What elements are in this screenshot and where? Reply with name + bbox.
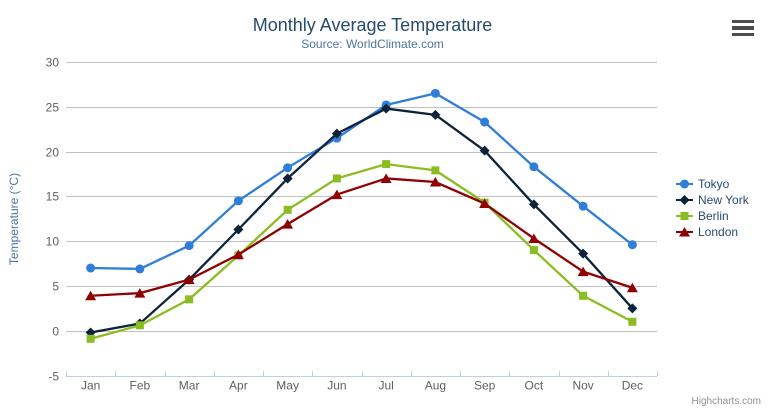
series-london-point[interactable] (331, 189, 343, 200)
legend-marker-new-york[interactable] (679, 195, 690, 205)
x-axis-tick-label: Mar (179, 379, 200, 393)
series-london-point[interactable] (232, 249, 244, 260)
credits-link[interactable]: Highcharts.com (691, 396, 761, 407)
y-axis-tick-label: 0 (52, 325, 59, 339)
series-london (85, 173, 638, 301)
legend-marker-berlin[interactable] (680, 212, 689, 220)
y-axis-tick-label: 25 (46, 101, 60, 115)
series-new-york-point[interactable] (627, 303, 638, 314)
x-axis-tick-label: Jun (327, 379, 346, 393)
series-london-line (89, 177, 634, 297)
legend-item-label: Berlin (698, 209, 729, 223)
legend-item-label: Tokyo (698, 177, 730, 191)
series-new-york-point[interactable] (578, 248, 589, 259)
series-tokyo-line (89, 92, 634, 271)
y-axis-tick-label: 20 (46, 146, 60, 160)
series-berlin-point[interactable] (579, 291, 588, 300)
chart-subtitle: Source: WorldClimate.com (301, 37, 444, 51)
series-berlin-point[interactable] (628, 317, 637, 326)
series-london-point[interactable] (85, 290, 97, 301)
legend-item-tokyo[interactable]: Tokyo (676, 176, 749, 192)
series-new-york-point[interactable] (331, 128, 342, 139)
series-berlin-line (89, 162, 634, 340)
y-axis-tick-label: 5 (52, 280, 59, 294)
series-new-york-point[interactable] (282, 173, 293, 184)
series-tokyo-point[interactable] (233, 196, 243, 206)
x-axis-tick-label: Oct (525, 379, 544, 393)
series-berlin-point[interactable] (332, 174, 341, 183)
legend-marker-tokyo[interactable] (680, 179, 689, 189)
series-berlin-point[interactable] (529, 246, 538, 255)
series-london-point[interactable] (626, 282, 638, 293)
series-new-york (85, 103, 638, 338)
series-london-point[interactable] (479, 198, 491, 209)
square-icon (676, 212, 693, 220)
series-berlin-point[interactable] (382, 160, 391, 169)
x-axis-tick-label: Jul (378, 379, 393, 393)
triangle-icon (676, 227, 693, 237)
x-axis-tick-label: Aug (425, 379, 446, 393)
x-axis-tick-label: May (276, 379, 299, 393)
series-tokyo-point[interactable] (529, 162, 539, 172)
series-new-york-point[interactable] (381, 103, 392, 114)
series-tokyo (86, 88, 637, 274)
y-axis-tick-label: -5 (48, 370, 59, 384)
y-axis-tick-label: 30 (46, 56, 60, 70)
legend-item-berlin[interactable]: Berlin (676, 208, 749, 224)
y-axis-title: Temperature (°C) (7, 172, 21, 266)
x-axis-tick-label: Dec (622, 379, 643, 393)
series-london-point[interactable] (577, 266, 589, 277)
series-tokyo-point[interactable] (480, 117, 490, 127)
x-axis-tick-label: Apr (229, 379, 248, 393)
legend-item-london[interactable]: London (676, 224, 749, 240)
legend-marker-london[interactable] (679, 227, 690, 237)
series-tokyo-point[interactable] (283, 163, 293, 173)
x-axis-tick-label: Jan (81, 379, 100, 393)
y-axis-tick-label: 15 (46, 190, 60, 204)
series-tokyo-point[interactable] (135, 264, 145, 274)
series-berlin-point[interactable] (86, 334, 95, 343)
legend-item-label: London (698, 225, 739, 239)
series-new-york-point[interactable] (430, 109, 441, 120)
series-tokyo-point[interactable] (86, 263, 96, 273)
series-london-point[interactable] (183, 274, 195, 285)
legend: Tokyo New York Berlin London (676, 176, 749, 240)
series-berlin-point[interactable] (431, 166, 440, 175)
series-berlin-point[interactable] (135, 321, 144, 330)
series-berlin-point[interactable] (283, 205, 292, 214)
chart-title: Monthly Average Temperature (252, 15, 493, 35)
x-axis-tick-label: Nov (572, 379, 593, 393)
x-axis-tick-label: Feb (130, 379, 151, 393)
series-london-point[interactable] (429, 177, 441, 187)
legend-item-new-york[interactable]: New York (676, 192, 749, 208)
series-berlin-point[interactable] (185, 295, 194, 304)
series-new-york-point[interactable] (233, 224, 244, 235)
series-london-point[interactable] (380, 173, 392, 183)
series-new-york-point[interactable] (528, 199, 539, 210)
export-menu-button[interactable] (732, 18, 756, 38)
y-axis-tick-label: 10 (46, 235, 60, 249)
series-tokyo-point[interactable] (430, 88, 440, 98)
series-tokyo-point[interactable] (627, 240, 637, 250)
series-new-york-point[interactable] (479, 145, 490, 156)
series-london-point[interactable] (528, 233, 540, 243)
series-tokyo-point[interactable] (184, 241, 194, 251)
x-axis-tick-label: Sep (474, 379, 496, 393)
series-london-point[interactable] (134, 288, 146, 298)
series-london-point[interactable] (282, 219, 294, 229)
diamond-icon (676, 195, 693, 205)
circle-icon (676, 179, 693, 189)
series-tokyo-point[interactable] (578, 201, 588, 211)
series-new-york-line (89, 107, 634, 334)
legend-item-label: New York (698, 193, 749, 207)
